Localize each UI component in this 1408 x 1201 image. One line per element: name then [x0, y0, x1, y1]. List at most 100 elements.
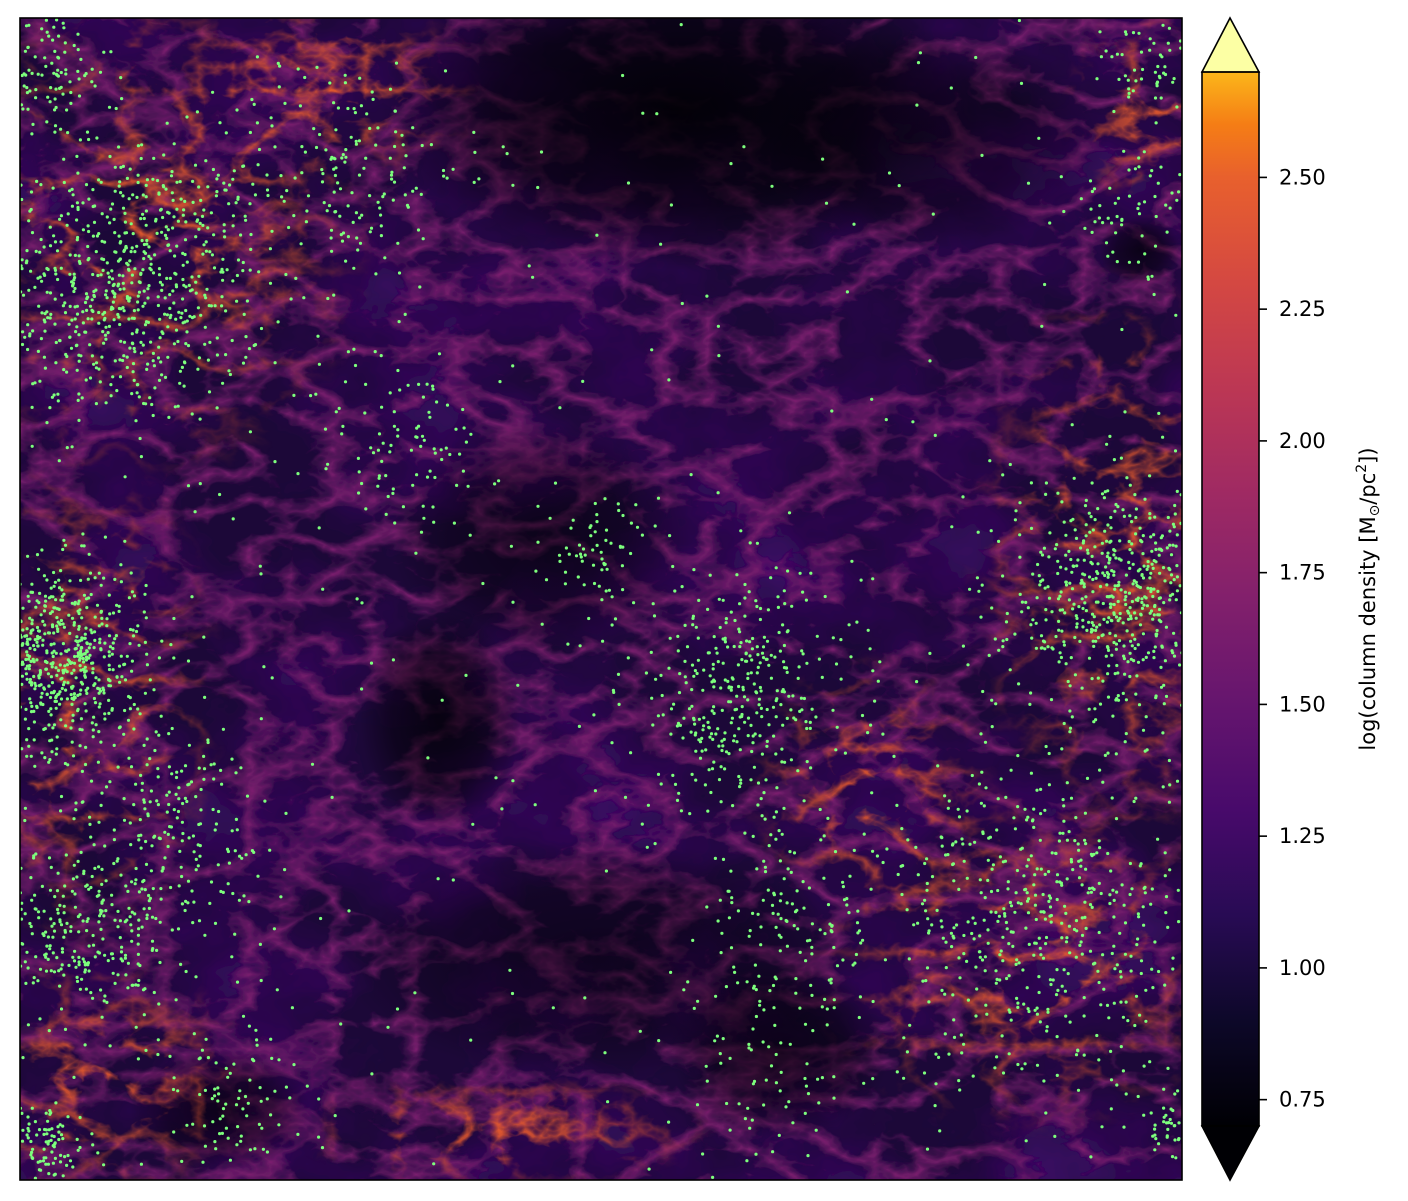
star-point: [81, 957, 85, 961]
star-point: [213, 828, 217, 832]
star-point: [1060, 629, 1064, 633]
star-point: [139, 833, 143, 837]
star-point: [212, 762, 216, 766]
star-point: [411, 189, 415, 193]
star-point: [1051, 978, 1055, 982]
star-point: [1118, 931, 1122, 935]
star-point: [1157, 74, 1161, 78]
star-point: [1007, 974, 1011, 978]
star-point: [47, 1139, 51, 1143]
star-point: [97, 678, 101, 682]
star-point: [897, 184, 901, 188]
star-point: [317, 526, 321, 530]
star-point: [91, 671, 95, 675]
star-point: [52, 393, 56, 397]
star-point: [1015, 958, 1019, 962]
star-point: [786, 867, 790, 871]
star-point: [947, 799, 951, 803]
star-point: [48, 1109, 52, 1113]
star-point: [102, 655, 106, 659]
star-point: [86, 258, 90, 262]
star-point: [63, 930, 67, 934]
star-point: [377, 474, 381, 478]
star-point: [175, 770, 179, 774]
star-point: [1149, 587, 1153, 592]
star-point: [384, 512, 388, 517]
star-point: [1044, 608, 1048, 612]
star-point: [758, 617, 763, 622]
star-point: [962, 1042, 966, 1046]
star-point: [81, 656, 85, 661]
star-point: [112, 743, 116, 748]
star-point: [787, 694, 791, 698]
star-point: [1098, 768, 1102, 772]
star-point: [88, 304, 93, 308]
star-point: [928, 359, 932, 363]
star-point: [1128, 566, 1132, 571]
star-point: [414, 186, 418, 190]
star-point: [1069, 519, 1073, 523]
star-point: [775, 786, 779, 790]
star-point: [617, 702, 621, 707]
star-point: [283, 101, 287, 105]
star-point: [219, 889, 223, 894]
star-point: [961, 842, 965, 846]
star-point: [778, 1089, 782, 1093]
star-point: [153, 386, 157, 390]
star-point: [103, 717, 107, 721]
star-point: [1088, 903, 1093, 907]
star-point: [24, 667, 28, 671]
star-point: [152, 364, 156, 368]
star-point: [600, 568, 604, 572]
star-point: [390, 170, 394, 174]
star-point: [131, 628, 135, 632]
star-point: [832, 1075, 836, 1079]
star-point: [1092, 644, 1096, 649]
star-point: [818, 807, 822, 812]
star-point: [45, 692, 49, 696]
star-point: [43, 594, 48, 598]
star-point: [88, 343, 92, 347]
star-point: [62, 973, 66, 977]
star-point: [90, 874, 94, 879]
star-point: [1089, 630, 1093, 634]
star-point: [107, 698, 111, 703]
star-point: [1097, 881, 1101, 886]
star-point: [1099, 891, 1103, 896]
star-point: [63, 884, 67, 888]
star-point: [123, 539, 127, 543]
star-point: [125, 355, 129, 359]
star-point: [661, 713, 665, 717]
star-point: [1152, 533, 1156, 537]
star-point: [255, 1043, 259, 1047]
star-point: [871, 669, 875, 673]
star-point: [1062, 968, 1066, 972]
star-point: [817, 1101, 821, 1105]
star-point: [884, 418, 888, 422]
star-point: [147, 254, 151, 258]
star-point: [975, 576, 980, 580]
star-point: [80, 769, 84, 774]
star-point: [774, 752, 778, 756]
star-point: [766, 888, 770, 892]
star-point: [164, 225, 168, 229]
star-point: [91, 996, 95, 1000]
star-point: [23, 717, 27, 721]
star-point: [1022, 874, 1026, 878]
colorbar-tick-label: 1.25: [1279, 824, 1326, 848]
star-point: [69, 726, 73, 730]
star-point: [350, 191, 354, 195]
colorbar-tick-label: 2.25: [1279, 297, 1326, 321]
star-point: [132, 316, 136, 320]
star-point: [1039, 867, 1043, 871]
star-point: [1175, 105, 1179, 109]
star-point: [657, 1039, 661, 1043]
star-point: [243, 214, 247, 218]
star-point: [706, 809, 710, 813]
star-point: [137, 927, 141, 931]
star-point: [29, 754, 33, 758]
star-point: [102, 257, 106, 262]
star-point: [150, 939, 155, 943]
star-point: [71, 877, 75, 881]
star-point: [78, 1145, 82, 1150]
